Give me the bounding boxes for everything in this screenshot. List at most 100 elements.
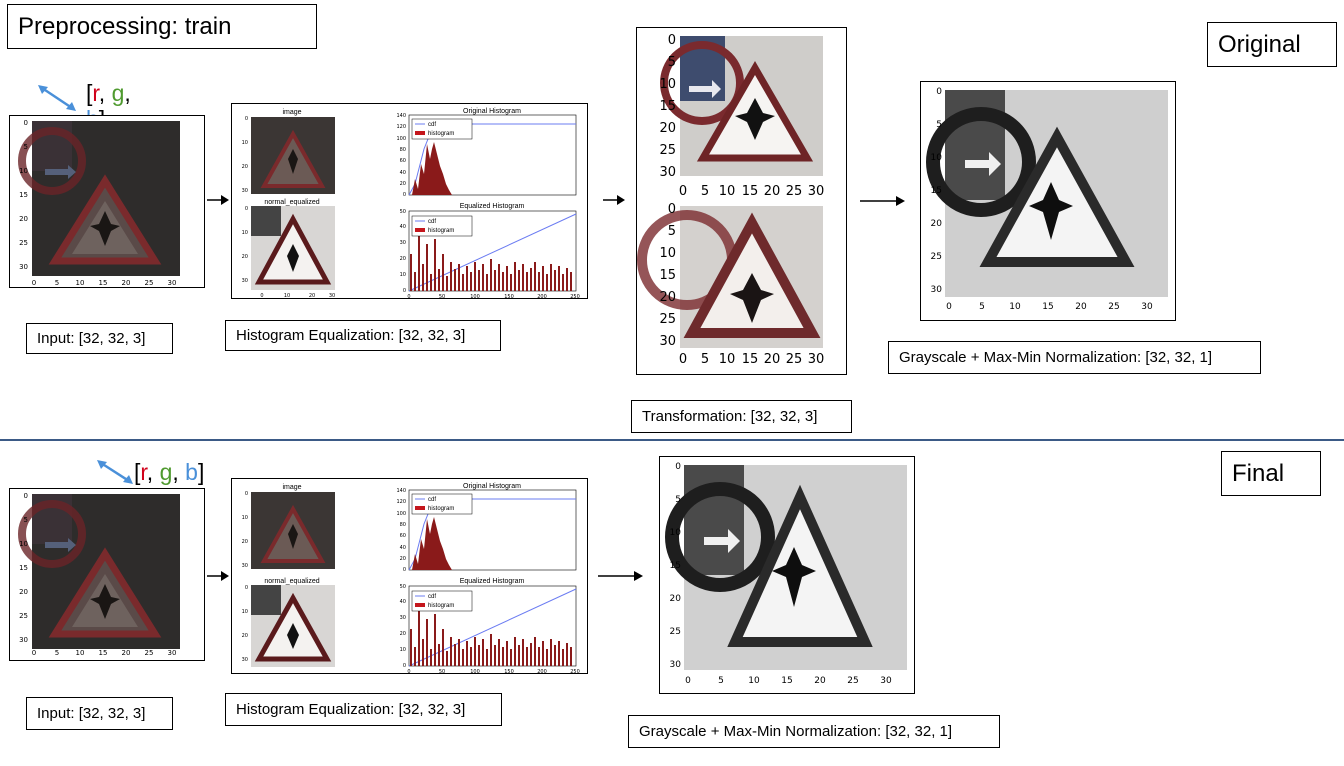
- svg-text:20: 20: [659, 290, 676, 305]
- svg-text:5: 5: [55, 649, 59, 657]
- svg-text:100: 100: [396, 136, 406, 142]
- svg-text:cdf: cdf: [428, 122, 436, 128]
- svg-text:25: 25: [847, 676, 858, 686]
- transformation-label: Transformation: [32, 32, 3]: [631, 400, 852, 433]
- svg-text:0: 0: [403, 288, 406, 294]
- svg-text:40: 40: [400, 224, 406, 230]
- equalized-subplot-title: normal_equalized: [264, 199, 319, 206]
- svg-text:200: 200: [537, 669, 547, 675]
- svg-text:100: 100: [470, 669, 480, 675]
- grayscale-plot: 0 5 10 15 20 25 30 0 5 10 15 20 25 30: [926, 87, 1168, 312]
- final-hist-equalization-plot: image normal_equalized 0 10 20 30 0 10 2…: [242, 483, 580, 675]
- rgb-annotation-final: [r, g, b]: [134, 459, 205, 485]
- svg-text:histogram: histogram: [428, 228, 454, 234]
- svg-text:25: 25: [786, 352, 803, 367]
- svg-text:histogram: histogram: [428, 506, 454, 512]
- arrow-right-icon: [598, 571, 643, 581]
- svg-text:30: 30: [168, 649, 177, 657]
- svg-text:120: 120: [396, 499, 406, 505]
- svg-text:10: 10: [931, 153, 943, 163]
- svg-text:50: 50: [400, 209, 406, 215]
- svg-text:25: 25: [659, 143, 676, 158]
- svg-text:120: 120: [396, 124, 406, 130]
- svg-text:20: 20: [814, 676, 826, 686]
- page-title-text: Preprocessing: train: [18, 12, 232, 40]
- svg-text:20: 20: [19, 215, 28, 223]
- svg-text:25: 25: [19, 612, 28, 620]
- svg-text:5: 5: [701, 184, 709, 199]
- grayscale-panel: 0 5 10 15 20 25 30 0 5 10 15 20 25 30: [920, 81, 1176, 321]
- svg-text:cdf: cdf: [428, 497, 436, 503]
- section-tag-original-text: Original: [1218, 30, 1301, 58]
- svg-text:15: 15: [659, 268, 676, 283]
- svg-text:Equalized Histogram: Equalized Histogram: [460, 578, 525, 585]
- svg-text:50: 50: [439, 294, 445, 300]
- svg-text:25: 25: [145, 649, 154, 657]
- svg-text:15: 15: [742, 352, 759, 367]
- svg-text:10: 10: [242, 515, 248, 521]
- svg-text:20: 20: [242, 164, 248, 170]
- svg-text:10: 10: [19, 167, 28, 175]
- svg-text:20: 20: [670, 594, 682, 604]
- grayscale-label: Grayscale + Max-Min Normalization: [32, …: [888, 341, 1261, 374]
- hist-equalization-panel: image normal_equalized 0 10 20 30 0 10 2…: [231, 103, 588, 300]
- section-tag-original: Original: [1207, 22, 1337, 67]
- svg-text:0: 0: [260, 293, 263, 299]
- svg-text:20: 20: [400, 556, 406, 562]
- svg-text:10: 10: [400, 272, 406, 278]
- svg-text:30: 30: [400, 615, 406, 621]
- svg-text:0: 0: [407, 669, 410, 675]
- svg-text:0: 0: [403, 192, 406, 198]
- hist-label: Histogram Equalization: [32, 32, 3]: [225, 320, 501, 351]
- svg-text:10: 10: [1009, 302, 1021, 312]
- svg-text:5: 5: [24, 143, 28, 151]
- svg-text:20: 20: [400, 256, 406, 262]
- svg-text:0: 0: [685, 676, 691, 686]
- svg-text:10: 10: [242, 609, 248, 615]
- svg-text:5: 5: [668, 55, 676, 70]
- svg-text:30: 30: [19, 636, 28, 644]
- svg-text:10: 10: [719, 352, 736, 367]
- svg-text:5: 5: [718, 676, 724, 686]
- svg-text:0: 0: [24, 492, 28, 500]
- svg-text:150: 150: [504, 669, 514, 675]
- final-input-label: Input: [32, 32, 3]: [26, 697, 173, 730]
- svg-text:30: 30: [659, 165, 676, 180]
- svg-text:15: 15: [19, 191, 28, 199]
- final-grayscale-label: Grayscale + Max-Min Normalization: [32, …: [628, 715, 1000, 748]
- final-hist-label: Histogram Equalization: [32, 32, 3]: [225, 693, 502, 726]
- svg-text:histogram: histogram: [428, 603, 454, 609]
- svg-text:150: 150: [504, 294, 514, 300]
- svg-text:0: 0: [245, 116, 248, 122]
- image-subplot-title: image: [282, 109, 301, 116]
- svg-text:image: image: [282, 484, 301, 491]
- section-divider: [0, 439, 1344, 441]
- svg-text:15: 15: [781, 676, 792, 686]
- svg-text:5: 5: [701, 352, 709, 367]
- final-input-image-plot: 0 5 10 15 20 25 30 0 5 10 15 20 25 30: [18, 492, 180, 657]
- svg-text:10: 10: [719, 184, 736, 199]
- svg-text:30: 30: [1141, 302, 1153, 312]
- svg-text:30: 30: [808, 184, 825, 199]
- svg-text:5: 5: [979, 302, 985, 312]
- svg-text:100: 100: [396, 511, 406, 517]
- svg-text:10: 10: [659, 246, 676, 261]
- svg-text:10: 10: [670, 528, 682, 538]
- svg-text:30: 30: [670, 660, 682, 670]
- svg-text:30: 30: [659, 334, 676, 349]
- svg-text:20: 20: [400, 181, 406, 187]
- svg-text:Original Histogram: Original Histogram: [463, 483, 521, 490]
- svg-text:10: 10: [284, 293, 290, 299]
- svg-text:0: 0: [668, 202, 676, 217]
- svg-text:20: 20: [19, 588, 28, 596]
- svg-text:histogram: histogram: [428, 131, 454, 137]
- svg-text:25: 25: [1108, 302, 1119, 312]
- svg-text:60: 60: [400, 158, 406, 164]
- svg-text:0: 0: [245, 585, 248, 591]
- svg-text:0: 0: [245, 491, 248, 497]
- eq-hist-title: Equalized Histogram: [460, 203, 525, 210]
- final-grayscale-panel: 0 5 10 15 20 25 30 0 5 10 15 20 25 30: [659, 456, 915, 694]
- svg-text:0: 0: [679, 184, 687, 199]
- svg-text:30: 30: [242, 563, 248, 569]
- svg-text:10: 10: [400, 647, 406, 653]
